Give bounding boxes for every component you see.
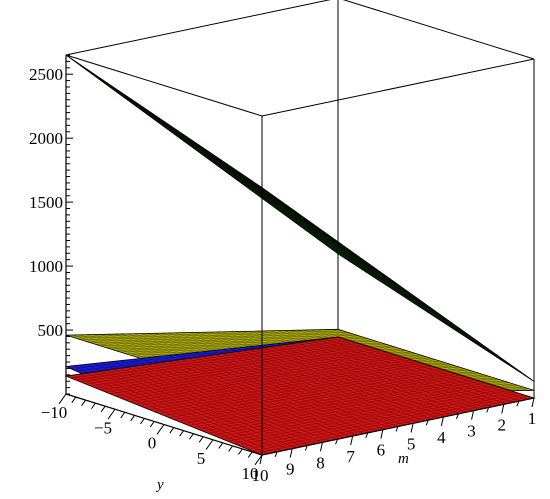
y-minor-tick	[188, 433, 194, 440]
box-edge-top-back	[65, 0, 331, 56]
m-major-tick	[319, 442, 323, 452]
y-tick-label: −5	[94, 418, 112, 437]
y-minor-tick	[120, 412, 126, 419]
y-major-tick	[107, 408, 116, 420]
surface-4-mesh	[70, 337, 530, 454]
y-minor-tick	[169, 427, 175, 434]
y-minor-tick	[100, 405, 106, 413]
y-axis-title: y	[155, 477, 164, 493]
m-minor-tick	[425, 419, 429, 426]
y-minor-tick	[139, 418, 145, 425]
y-major-tick	[205, 439, 214, 450]
m-tick-label: 5	[407, 434, 416, 453]
m-major-tick	[471, 410, 475, 420]
m-major-tick	[350, 435, 354, 446]
m-tick-label: 1	[528, 409, 537, 428]
z-tick-label: 2500	[29, 65, 63, 84]
m-major-tick	[440, 416, 444, 427]
y-major-tick	[58, 393, 67, 405]
m-minor-tick	[365, 432, 369, 439]
m-tick-label: 3	[467, 422, 476, 441]
m-tick-label: 9	[286, 460, 295, 479]
m-minor-tick	[335, 438, 339, 445]
y-minor-tick	[130, 415, 136, 422]
z-tick-label: 1000	[29, 257, 63, 276]
plot-box-back-edges	[65, 0, 535, 337]
m-tick-label: 6	[377, 441, 386, 460]
axes: 500 1000 1500 2000 2500 −10 −5 0 5 10 1 2 3 4 5 6 7 8 9 10	[29, 54, 537, 485]
y-minor-tick	[81, 399, 87, 406]
y-minor-tick	[198, 436, 204, 443]
box-edge-top-side	[261, 58, 535, 117]
m-tick-label: 2	[498, 415, 507, 434]
y-minor-tick	[71, 396, 77, 403]
m-minor-tick	[274, 451, 278, 458]
m-tick-label: 7	[346, 447, 355, 466]
y-minor-tick	[90, 402, 96, 410]
m-major-tick	[289, 448, 293, 458]
m-minor-tick	[516, 400, 520, 407]
y-major-tick	[254, 454, 263, 466]
m-tick-label: 8	[316, 453, 325, 472]
m-major-tick	[531, 397, 535, 408]
box-edge-top-right	[342, 0, 535, 60]
y-minor-tick	[179, 430, 185, 437]
m-major-tick	[259, 454, 263, 465]
y-minor-tick	[149, 421, 155, 428]
m-minor-tick	[455, 413, 459, 420]
y-tick-label: 5	[197, 449, 206, 468]
surfaces	[64, 54, 536, 456]
m-major-tick	[380, 429, 384, 439]
m-tick-label: 10	[252, 466, 269, 485]
surface-1-mesh	[70, 58, 530, 379]
y-tick-label: −10	[41, 403, 68, 422]
z-tick-label: 500	[38, 321, 64, 340]
y-minor-tick	[247, 451, 253, 458]
y-minor-tick	[218, 442, 224, 449]
y-major-tick	[156, 424, 165, 435]
m-minor-tick	[486, 407, 490, 413]
m-major-tick	[501, 404, 505, 414]
y-minor-tick	[237, 448, 243, 455]
m-major-tick	[410, 423, 414, 433]
m-minor-tick	[304, 445, 308, 451]
m-tick-label: 4	[437, 428, 446, 447]
y-minor-tick	[228, 445, 234, 452]
z-tick-label: 2000	[29, 129, 63, 148]
m-axis-title: m	[398, 451, 409, 467]
box-edge-top-front	[65, 54, 263, 117]
z-tick-label: 1500	[29, 193, 63, 212]
m-minor-tick	[395, 426, 399, 432]
y-tick-label: 0	[148, 434, 157, 453]
y-tick-label: 10	[242, 464, 259, 483]
